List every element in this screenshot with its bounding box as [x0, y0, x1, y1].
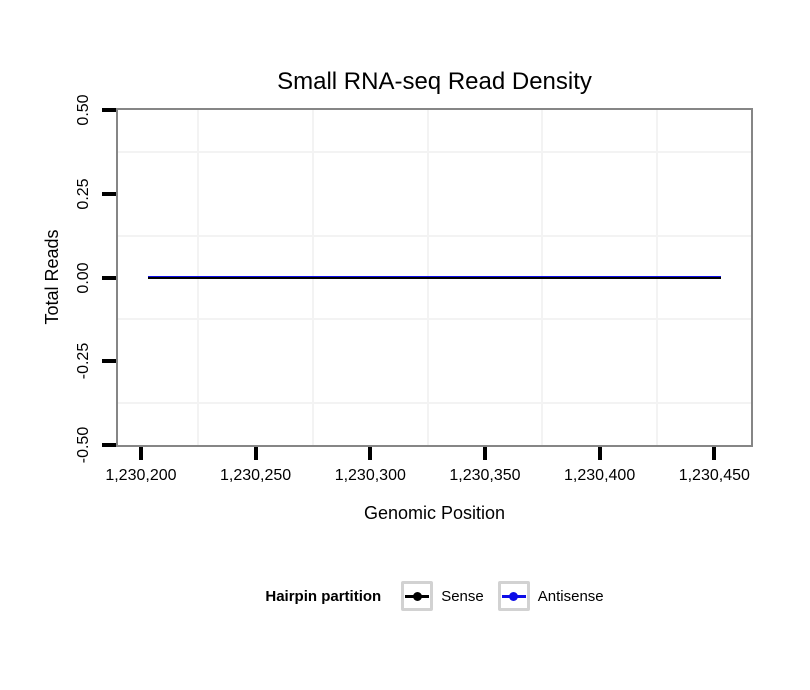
- x-tick-label: 1,230,300: [334, 467, 406, 484]
- panel-inner: [118, 110, 751, 445]
- x-tick-mark: [368, 447, 373, 460]
- legend-entry-sense: Sense: [401, 581, 484, 611]
- y-tick-mark: [102, 443, 116, 447]
- legend-key-dot: [412, 591, 422, 601]
- minor-gridline-horizontal: [118, 150, 751, 153]
- y-tick-label: 0.25: [75, 178, 92, 210]
- minor-gridline-horizontal: [118, 402, 751, 405]
- y-tick-label: 0.50: [75, 94, 92, 126]
- x-tick-mark: [253, 447, 258, 460]
- x-tick-label: 1,230,400: [564, 467, 636, 484]
- y-axis-title: Total Reads: [42, 229, 62, 325]
- y-tick-mark: [102, 359, 116, 364]
- plot-panel: [116, 108, 753, 447]
- legend-entry-label: Sense: [441, 587, 484, 605]
- minor-gridline-horizontal: [118, 234, 751, 237]
- x-tick-label: 1,230,350: [449, 467, 521, 484]
- y-tick-mark: [102, 108, 116, 112]
- legend-entry-label: Antisense: [537, 587, 604, 605]
- y-tick-label: 0.00: [75, 261, 92, 294]
- y-tick-mark: [102, 191, 116, 196]
- legend-key: [497, 581, 530, 611]
- series-line-sense: [147, 276, 722, 279]
- x-tick-mark: [138, 447, 143, 460]
- y-tick-label: -0.50: [75, 426, 92, 464]
- x-tick-mark: [482, 447, 487, 460]
- legend-key-dot: [509, 591, 519, 601]
- legend-title: Hairpin partition: [265, 587, 382, 605]
- x-tick-mark: [712, 447, 717, 460]
- x-tick-label: 1,230,250: [220, 467, 292, 484]
- x-tick-label: 1,230,450: [678, 467, 750, 484]
- legend-entry-antisense: Antisense: [497, 581, 604, 611]
- x-axis-title: Genomic Position: [363, 503, 506, 523]
- legend: Hairpin partition Sense Antisense: [116, 580, 753, 612]
- legend-key: [401, 581, 434, 611]
- x-tick-label: 1,230,200: [105, 467, 177, 484]
- minor-gridline-horizontal: [118, 318, 751, 321]
- y-tick-label: -0.25: [75, 343, 92, 380]
- y-tick-mark: [102, 275, 116, 280]
- x-tick-mark: [597, 447, 602, 460]
- plot-title: Small RNA-seq Read Density: [277, 68, 592, 95]
